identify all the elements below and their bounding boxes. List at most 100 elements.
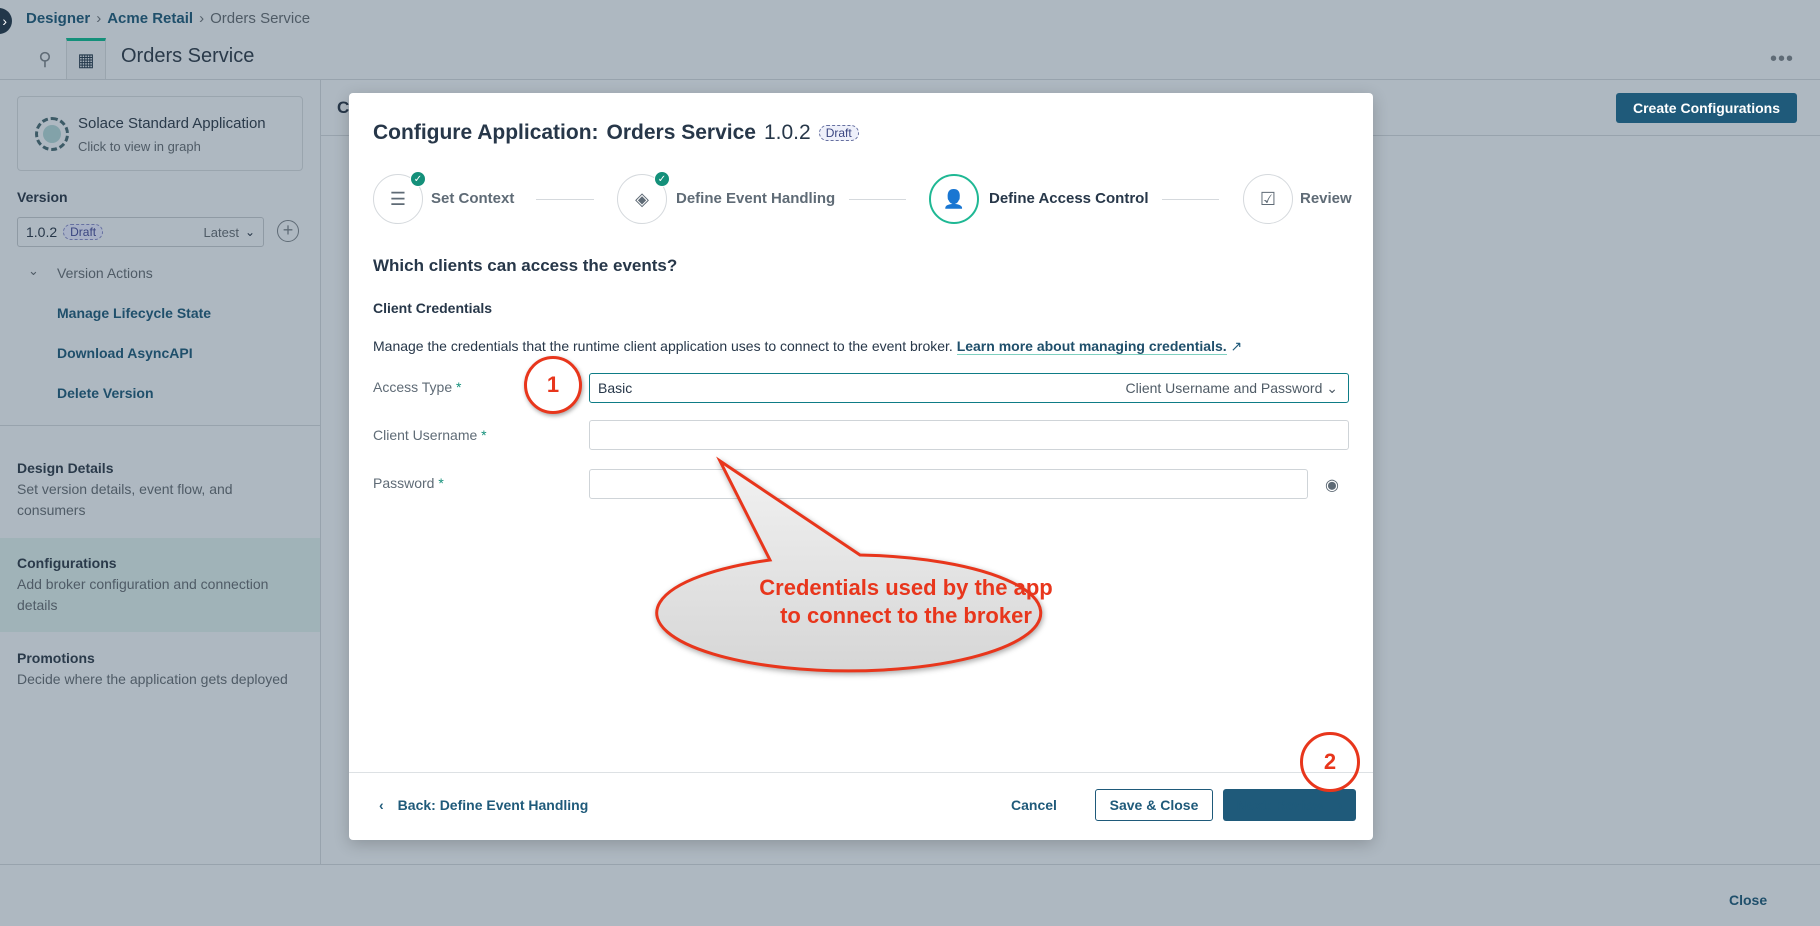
server-icon: ☰ xyxy=(389,188,407,209)
access-type-hint: Client Username and Password ⌄ xyxy=(1126,380,1339,397)
app-version: 1.0.2 xyxy=(763,121,811,144)
callout-line-1: Credentials used by the app xyxy=(759,575,1053,600)
step-connector xyxy=(1162,199,1219,200)
version-actions-toggle[interactable]: Version Actions xyxy=(57,265,153,281)
chevron-right-icon: › xyxy=(199,10,205,27)
password-input[interactable] xyxy=(589,469,1308,499)
step-set-context[interactable]: ☰ ✓ xyxy=(373,171,426,224)
callout-line-2: to connect to the broker xyxy=(780,603,1032,628)
chevron-right-icon: › xyxy=(1337,797,1343,813)
title-prefix: Configure Application: xyxy=(373,121,599,144)
configure-application-dialog: Configure Application: Orders Service 1.… xyxy=(349,93,1373,840)
callout-text: Credentials used by the app to connect t… xyxy=(714,574,1098,630)
nav-desc: Add broker configuration and connection … xyxy=(17,576,269,613)
access-type-select[interactable]: Basic Client Username and Password ⌄ xyxy=(589,373,1349,403)
description-text: Manage the credentials that the runtime … xyxy=(373,338,953,354)
add-version-icon[interactable]: + xyxy=(277,220,299,242)
app-card-subtitle: Click to view in graph xyxy=(78,139,201,154)
tab-table-view[interactable]: ▦ xyxy=(66,38,106,80)
eye-icon[interactable]: ◉ xyxy=(1325,477,1339,494)
chevron-down-icon[interactable]: ⌄ xyxy=(28,263,39,278)
step-define-event-handling[interactable]: ◈ ✓ xyxy=(617,171,670,224)
nav-configurations[interactable]: Configurations Add broker configuration … xyxy=(0,538,320,632)
close-button[interactable]: Close xyxy=(1729,892,1768,908)
label-text: Password xyxy=(373,475,435,491)
nav-desc: Decide where the application gets deploy… xyxy=(17,671,288,687)
version-label: Version xyxy=(17,189,68,205)
description: Manage the credentials that the runtime … xyxy=(373,338,1242,355)
graph-icon: ⚲ xyxy=(38,48,52,69)
application-icon xyxy=(35,117,69,151)
required-marker: * xyxy=(481,427,487,443)
table-icon: ▦ xyxy=(77,50,95,70)
breadcrumb-current: Orders Service xyxy=(210,10,311,27)
step-review[interactable]: ☑ xyxy=(1243,174,1293,224)
step-define-access-control[interactable]: 👤 xyxy=(929,174,979,224)
back-button[interactable]: ‹ Back: Define Event Handling xyxy=(379,789,588,821)
sidebar-toggle-button[interactable]: › xyxy=(0,8,12,34)
nav-title: Design Details xyxy=(17,460,114,476)
breadcrumb-acme-retail[interactable]: Acme Retail xyxy=(107,10,194,27)
password-label: Password * xyxy=(373,475,444,491)
nav-title: Promotions xyxy=(17,650,95,666)
step-label[interactable]: Set Context xyxy=(431,190,515,207)
sidebar-border xyxy=(320,79,321,864)
chevron-down-icon: ⌄ xyxy=(1326,379,1338,396)
step-connector xyxy=(536,199,594,200)
create-configurations-button[interactable]: Create Configurations xyxy=(1616,93,1797,123)
next-label: Next: Review xyxy=(1236,797,1324,813)
manage-lifecycle-link[interactable]: Manage Lifecycle State xyxy=(57,305,212,321)
required-marker: * xyxy=(456,379,462,395)
callout-bubble xyxy=(655,456,1043,673)
check-icon: ✓ xyxy=(654,171,670,187)
header-divider xyxy=(0,79,1820,80)
breadcrumb-designer[interactable]: Designer xyxy=(26,10,91,27)
footer-divider xyxy=(0,864,1820,865)
step-label[interactable]: Review xyxy=(1300,190,1352,207)
save-close-button[interactable]: Save & Close xyxy=(1095,789,1213,821)
learn-more-link[interactable]: Learn more about managing credentials. xyxy=(956,338,1227,355)
layers-icon: ◈ xyxy=(635,188,649,209)
more-horizontal-icon[interactable]: ••• xyxy=(1770,48,1795,70)
hint-text: Client Username and Password xyxy=(1125,379,1323,396)
back-label: Back: Define Event Handling xyxy=(397,797,589,813)
delete-version-link[interactable]: Delete Version xyxy=(57,385,154,401)
nav-promotions[interactable]: Promotions Decide where the application … xyxy=(0,650,320,690)
draft-badge: Draft xyxy=(63,224,104,240)
dialog-title: Configure Application: Orders Service 1.… xyxy=(373,121,859,145)
version-select[interactable]: 1.0.2 Draft Latest ⌄ xyxy=(17,217,264,247)
sidebar-divider xyxy=(0,425,320,426)
version-value: 1.0.2 xyxy=(26,224,58,240)
cancel-button[interactable]: Cancel xyxy=(1011,797,1057,813)
step-label[interactable]: Define Event Handling xyxy=(676,190,836,207)
next-review-button[interactable]: Next: Review › xyxy=(1223,789,1356,821)
required-marker: * xyxy=(438,475,444,491)
download-asyncapi-link[interactable]: Download AsyncAPI xyxy=(57,345,193,361)
breadcrumb: Designer › Acme Retail › Orders Service xyxy=(26,10,310,27)
client-username-input[interactable] xyxy=(589,420,1349,450)
app-graph-card[interactable]: Solace Standard Application Click to vie… xyxy=(17,96,303,171)
external-link-icon[interactable]: ↗ xyxy=(1230,338,1243,354)
draft-badge: Draft xyxy=(818,125,859,141)
client-username-label: Client Username * xyxy=(373,427,487,443)
user-lock-icon: 👤 xyxy=(942,188,966,209)
access-type-value: Basic xyxy=(598,380,633,396)
step-connector xyxy=(849,199,906,200)
nav-desc: Set version details, event flow, and con… xyxy=(17,481,233,518)
tab-graph-view[interactable]: ⚲ xyxy=(25,38,65,80)
nav-design-details[interactable]: Design Details Set version details, even… xyxy=(0,460,320,521)
label-text: Client Username xyxy=(373,427,478,443)
nav-title: Configurations xyxy=(17,555,117,571)
question-heading: Which clients can access the events? xyxy=(373,256,678,275)
step-label[interactable]: Define Access Control xyxy=(989,190,1149,207)
access-type-label: Access Type * xyxy=(373,379,461,395)
check-icon: ✓ xyxy=(410,171,426,187)
app-name: Orders Service xyxy=(606,121,756,144)
label-text: Access Type xyxy=(373,379,453,395)
annotation-marker-2: 2 xyxy=(1300,732,1360,792)
chevron-right-icon: › xyxy=(96,10,102,27)
footer-divider xyxy=(349,772,1373,773)
latest-tag: Latest xyxy=(203,224,239,240)
app-card-title: Solace Standard Application xyxy=(78,115,266,132)
